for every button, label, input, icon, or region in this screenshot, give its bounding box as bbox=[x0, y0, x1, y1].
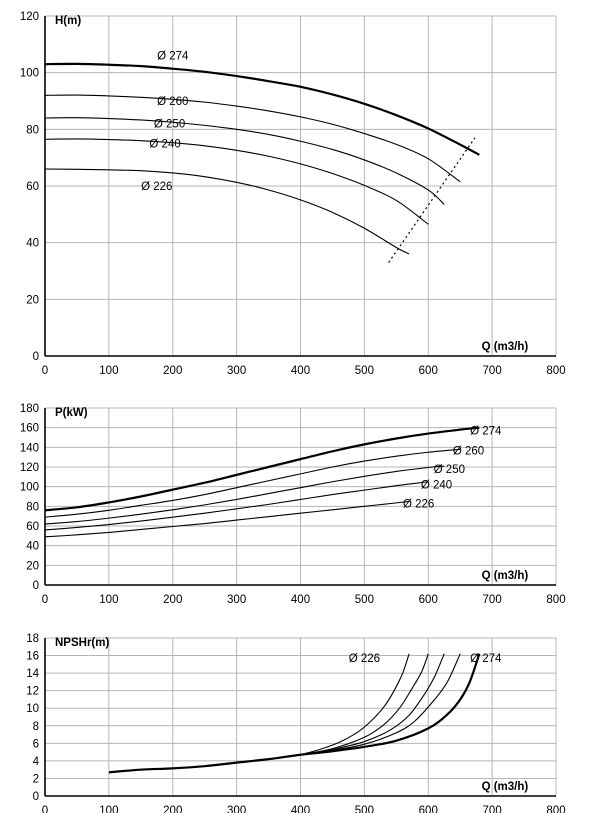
series-label: Ø 226 bbox=[141, 181, 172, 193]
x-tick-label: 300 bbox=[227, 805, 246, 813]
x-tick-label: 800 bbox=[546, 594, 565, 606]
series-line-3 bbox=[44, 117, 445, 205]
x-tick-label: 500 bbox=[355, 594, 374, 606]
y-axis-label: NPSHr(m) bbox=[55, 637, 109, 649]
chart-head: 0 100 200 300 400 500 600 700 800 0 20 40 60 80 100 120… bbox=[20, 11, 566, 377]
series-label: Ø 274 bbox=[470, 653, 502, 665]
y-tick-label: 60 bbox=[26, 181, 39, 193]
y-tick-label: 4 bbox=[33, 756, 40, 768]
x-tick-label: 0 bbox=[42, 594, 48, 606]
x-tick-label: 300 bbox=[227, 365, 246, 377]
x-tick-label: 500 bbox=[355, 365, 374, 377]
series-label: Ø 226 bbox=[349, 653, 380, 665]
x-tick-label: 0 bbox=[42, 805, 48, 813]
y-tick-label: 160 bbox=[20, 423, 39, 435]
y-tick-label: 10 bbox=[26, 703, 39, 715]
y-tick-label: 80 bbox=[26, 124, 39, 136]
x-tick-label: 200 bbox=[163, 594, 182, 606]
x-tick-label: 500 bbox=[355, 805, 374, 813]
y-tick-label: 20 bbox=[26, 560, 39, 572]
x-tick-label: 400 bbox=[291, 594, 310, 606]
y-tick-label: 40 bbox=[26, 541, 39, 553]
x-tick-label: 800 bbox=[546, 365, 565, 377]
x-tick-label: 700 bbox=[483, 805, 502, 813]
series-label: Ø 260 bbox=[157, 96, 188, 108]
series-label: Ø 260 bbox=[453, 445, 484, 457]
series-line-2 bbox=[44, 94, 461, 183]
x-axis-label: Q (m3/h) bbox=[482, 570, 529, 582]
y-tick-label: 16 bbox=[26, 651, 39, 663]
x-tick-label: 200 bbox=[163, 805, 182, 813]
efficiency-limit-line bbox=[388, 137, 476, 263]
y-tick-label: 180 bbox=[20, 403, 39, 415]
y-tick-label: 40 bbox=[26, 238, 39, 250]
series-line-1 bbox=[108, 653, 481, 774]
series-line-5 bbox=[44, 168, 410, 255]
series-line-3 bbox=[44, 465, 445, 525]
series-line-4 bbox=[44, 481, 429, 531]
y-tick-label: 18 bbox=[26, 633, 39, 645]
series-line-4 bbox=[44, 138, 429, 225]
x-tick-label: 200 bbox=[163, 365, 182, 377]
series-label: Ø 226 bbox=[403, 498, 434, 510]
series-label: Ø 274 bbox=[157, 51, 189, 63]
series-line-1 bbox=[44, 62, 480, 156]
y-tick-label: 140 bbox=[20, 442, 39, 454]
y-tick-label: 14 bbox=[26, 668, 39, 680]
x-tick-label: 600 bbox=[419, 365, 438, 377]
y-tick-label: 0 bbox=[33, 351, 39, 363]
x-tick-label: 600 bbox=[419, 805, 438, 813]
chart-npsh: 0 100 200 300 400 500 600 700 800 0 2 4 6 8 10 12 14 16 18… bbox=[26, 633, 565, 813]
x-tick-label: 100 bbox=[99, 365, 118, 377]
y-tick-label: 0 bbox=[33, 791, 39, 803]
x-tick-label: 700 bbox=[483, 594, 502, 606]
x-tick-label: 100 bbox=[99, 805, 118, 813]
x-axis-label: Q (m3/h) bbox=[482, 781, 529, 793]
y-tick-label: 6 bbox=[33, 738, 39, 750]
series-label: Ø 274 bbox=[470, 426, 502, 438]
y-tick-label: 120 bbox=[20, 11, 39, 23]
x-tick-label: 800 bbox=[546, 805, 565, 813]
y-tick-label: 80 bbox=[26, 501, 39, 513]
series-line-1 bbox=[44, 426, 480, 512]
series-line-5 bbox=[300, 653, 410, 756]
series-label: Ø 240 bbox=[149, 139, 180, 151]
series-label: Ø 250 bbox=[154, 119, 185, 131]
x-tick-label: 0 bbox=[42, 365, 48, 377]
y-tick-label: 8 bbox=[33, 721, 39, 733]
y-tick-label: 100 bbox=[20, 68, 39, 80]
x-tick-label: 600 bbox=[419, 594, 438, 606]
y-tick-label: 12 bbox=[26, 686, 39, 698]
y-tick-label: 20 bbox=[26, 294, 39, 306]
series-line-2 bbox=[44, 448, 461, 518]
x-tick-label: 100 bbox=[99, 594, 118, 606]
y-axis-label: H(m) bbox=[55, 15, 81, 27]
y-tick-label: 2 bbox=[33, 773, 39, 785]
y-tick-label: 0 bbox=[33, 580, 39, 592]
y-axis-label: P(kW) bbox=[55, 407, 88, 419]
y-tick-label: 100 bbox=[20, 482, 39, 494]
x-tick-label: 700 bbox=[483, 365, 502, 377]
x-axis-label: Q (m3/h) bbox=[482, 341, 529, 353]
series-line-4 bbox=[300, 653, 429, 756]
x-tick-label: 400 bbox=[291, 365, 310, 377]
chart-power: 0 100 200 300 400 500 600 700 800 0 20 40 60 80 100 120… bbox=[20, 403, 566, 606]
series-line-2 bbox=[300, 653, 461, 756]
y-tick-label: 120 bbox=[20, 462, 39, 474]
series-label: Ø 250 bbox=[434, 464, 465, 476]
x-tick-label: 400 bbox=[291, 805, 310, 813]
x-tick-label: 300 bbox=[227, 594, 246, 606]
series-line-3 bbox=[300, 653, 445, 756]
series-label: Ø 240 bbox=[421, 480, 452, 492]
series-line-5 bbox=[44, 500, 410, 538]
y-tick-label: 60 bbox=[26, 521, 39, 533]
